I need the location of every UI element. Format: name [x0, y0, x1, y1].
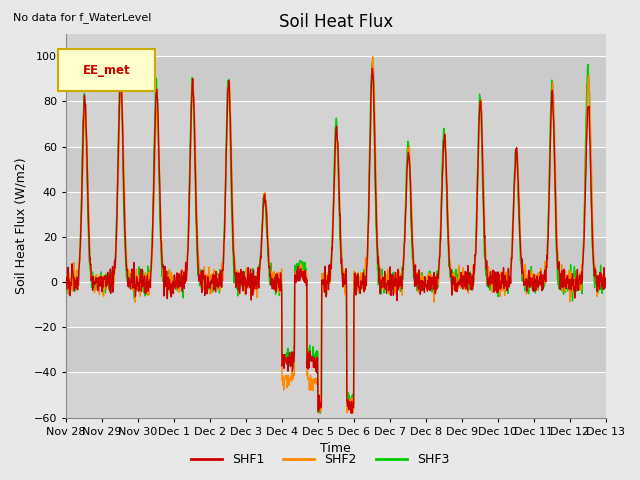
- Bar: [66, 372, 605, 418]
- Bar: [66, 56, 605, 101]
- Text: No data for f_WaterLevel: No data for f_WaterLevel: [13, 12, 151, 23]
- Bar: [66, 192, 605, 237]
- Bar: [66, 327, 605, 372]
- Bar: [66, 282, 605, 327]
- Legend: SHF1, SHF2, SHF3: SHF1, SHF2, SHF3: [186, 448, 454, 471]
- Text: EE_met: EE_met: [83, 63, 131, 77]
- Bar: [66, 146, 605, 192]
- Y-axis label: Soil Heat Flux (W/m2): Soil Heat Flux (W/m2): [15, 157, 28, 294]
- FancyBboxPatch shape: [58, 49, 155, 91]
- Bar: [66, 237, 605, 282]
- X-axis label: Time: Time: [321, 442, 351, 455]
- Title: Soil Heat Flux: Soil Heat Flux: [278, 12, 393, 31]
- Bar: [66, 101, 605, 146]
